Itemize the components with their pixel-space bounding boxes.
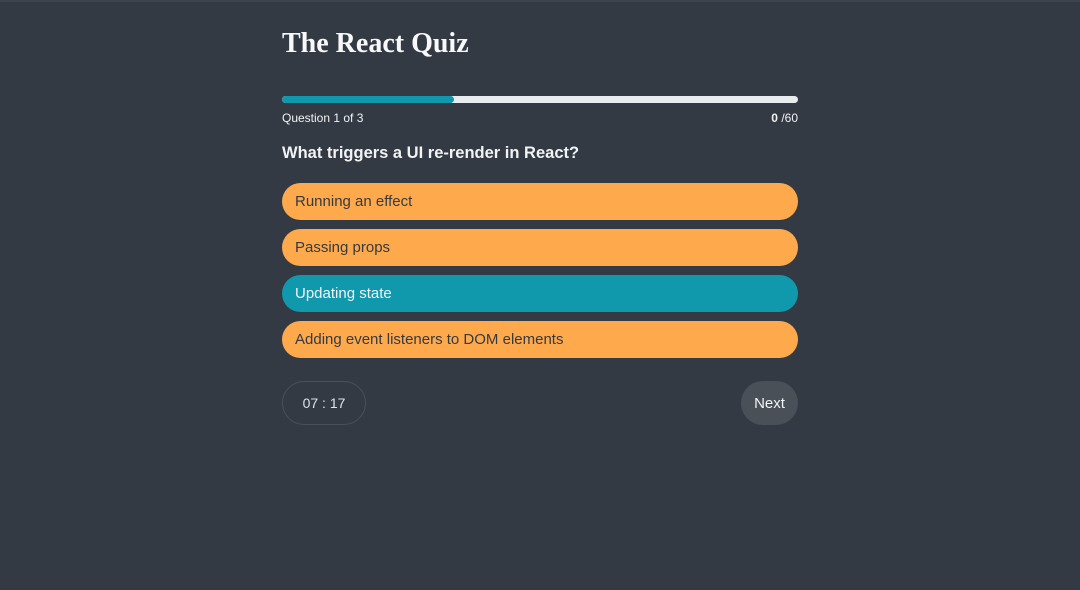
option-button[interactable]: Passing props	[282, 229, 798, 266]
option-button[interactable]: Adding event listeners to DOM elements	[282, 321, 798, 358]
points-max: /60	[777, 111, 798, 125]
points: 0 /60	[771, 111, 798, 125]
option-button-selected[interactable]: Updating state	[282, 275, 798, 312]
question-counter: Question 1 of 3	[282, 111, 364, 125]
timer: 07 : 17	[282, 381, 366, 425]
points-value: 0	[771, 111, 778, 125]
question-text: What triggers a UI re-render in React?	[282, 144, 580, 162]
progress-bar	[282, 96, 798, 103]
top-border	[0, 0, 1080, 2]
option-button[interactable]: Running an effect	[282, 183, 798, 220]
page-title: The React Quiz	[282, 28, 469, 59]
progress-fill	[282, 96, 454, 103]
next-button[interactable]: Next	[741, 381, 798, 425]
progress-meta: Question 1 of 3 0 /60	[282, 111, 798, 125]
